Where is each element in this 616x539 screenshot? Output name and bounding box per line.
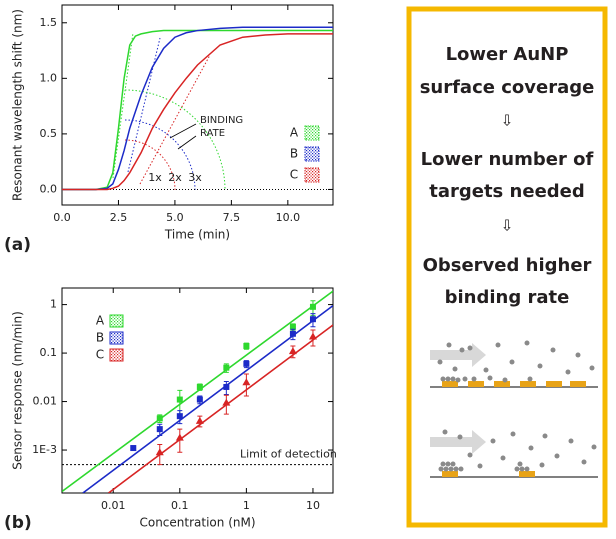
legend-swatch bbox=[304, 125, 320, 141]
marker bbox=[195, 416, 204, 424]
y-tick-label: 0.1 bbox=[40, 346, 58, 359]
x-tick-label: 0.01 bbox=[101, 499, 126, 512]
x-tick-label: 0.1 bbox=[171, 499, 189, 512]
marker bbox=[156, 415, 163, 422]
y-tick-label: 0.0 bbox=[40, 182, 58, 195]
error-bar bbox=[177, 428, 183, 453]
annotation: BINDING bbox=[200, 115, 243, 126]
y-tick-label: 1.5 bbox=[40, 16, 58, 29]
marker bbox=[308, 332, 317, 340]
legend-swatch bbox=[304, 146, 320, 162]
summary-text: surface coverage bbox=[420, 77, 595, 98]
marker bbox=[223, 364, 230, 371]
marker bbox=[243, 360, 250, 367]
marker bbox=[130, 445, 137, 452]
legend-label: B bbox=[290, 147, 298, 161]
y-tick-label: 0.01 bbox=[33, 395, 58, 408]
x-tick-label: 10 bbox=[306, 499, 320, 512]
marker bbox=[289, 323, 296, 330]
x-tick-label: 1 bbox=[243, 499, 250, 512]
plot-frame bbox=[61, 287, 334, 494]
legend-swatch bbox=[109, 314, 124, 328]
x-tick-label: 7.5 bbox=[223, 211, 241, 224]
y-tick-label: 1.0 bbox=[40, 71, 58, 84]
marker bbox=[289, 330, 296, 337]
x-tick-label: 0.0 bbox=[53, 211, 71, 224]
marker bbox=[155, 448, 164, 456]
diagram-top bbox=[430, 340, 598, 388]
fit-line bbox=[62, 290, 333, 493]
arc-label: 3x bbox=[188, 171, 202, 184]
marker bbox=[156, 426, 163, 433]
arc-label: 2x bbox=[168, 171, 182, 184]
marker bbox=[175, 433, 184, 441]
annotation-arrows bbox=[169, 123, 197, 150]
summary-box bbox=[406, 6, 608, 528]
marker bbox=[223, 383, 230, 390]
annotation: RATE bbox=[200, 128, 225, 139]
legend-label: B bbox=[96, 331, 104, 345]
x-tick-label: 10.0 bbox=[276, 211, 301, 224]
marker bbox=[243, 342, 250, 349]
x-tick-label: 5.0 bbox=[166, 211, 184, 224]
line bbox=[62, 29, 333, 191]
marker bbox=[242, 378, 251, 386]
line bbox=[62, 26, 333, 191]
legend-swatch bbox=[109, 331, 124, 345]
summary-text: Lower AuNP bbox=[446, 44, 569, 65]
x-axis-label: Concentration (nM) bbox=[139, 516, 255, 530]
legend-label: C bbox=[290, 168, 298, 182]
summary-text: targets needed bbox=[429, 181, 585, 202]
y-axis-label: Resonant wavelength shift (nm) bbox=[11, 9, 25, 201]
marker bbox=[288, 347, 297, 355]
x-axis-label: Time (min) bbox=[164, 228, 230, 242]
fit-line bbox=[82, 305, 333, 493]
panel-label: (b) bbox=[4, 513, 32, 533]
y-tick-label: 1E-3 bbox=[32, 443, 57, 456]
legend-label: A bbox=[290, 126, 299, 140]
y-tick-label: 1 bbox=[50, 298, 57, 311]
y-axis-label: Sensor response (nm/min) bbox=[11, 311, 25, 470]
arc-label: 1x bbox=[148, 171, 162, 184]
x-tick-label: 2.5 bbox=[110, 211, 128, 224]
marker bbox=[222, 398, 231, 406]
line bbox=[62, 33, 333, 191]
plot-frame bbox=[61, 4, 334, 206]
summary-text: ⇩ bbox=[501, 217, 514, 235]
marker bbox=[176, 413, 183, 420]
legend-label: C bbox=[96, 348, 104, 362]
diagram-bottom bbox=[430, 429, 598, 478]
limit-label: Limit of detection bbox=[240, 448, 337, 461]
summary-text: Observed higher bbox=[423, 255, 592, 276]
marker bbox=[196, 396, 203, 403]
panel-label: (a) bbox=[4, 235, 31, 255]
marker bbox=[309, 303, 316, 310]
legend-label: A bbox=[96, 314, 105, 328]
marker bbox=[176, 396, 183, 403]
marker bbox=[196, 383, 203, 390]
legend-swatch bbox=[109, 348, 124, 362]
summary-text: Lower number of bbox=[421, 149, 594, 170]
legend-swatch bbox=[304, 167, 320, 183]
fit-line bbox=[108, 324, 333, 493]
y-tick-label: 0.5 bbox=[40, 127, 58, 140]
summary-text: ⇩ bbox=[501, 112, 514, 130]
tangent-guides bbox=[112, 32, 226, 191]
marker bbox=[309, 316, 316, 323]
summary-text: binding rate bbox=[445, 287, 570, 308]
